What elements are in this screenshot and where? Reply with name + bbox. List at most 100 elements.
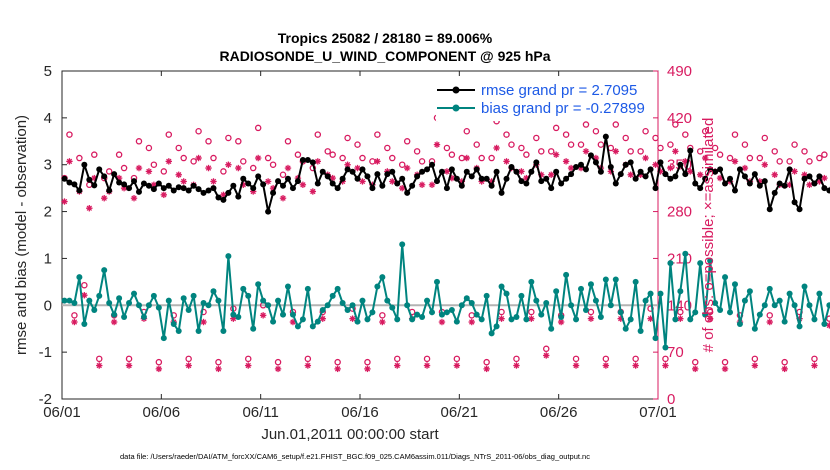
assimilated-obs-point: [379, 318, 386, 326]
assimilated-obs-point: [279, 194, 287, 202]
bias-series-point: [607, 302, 614, 309]
assimilated-obs-point: [155, 365, 163, 373]
possible-obs-point: [443, 144, 451, 152]
bias-series-point: [662, 344, 669, 351]
rmse-series-point: [101, 173, 108, 180]
assimilated-obs-point: [781, 365, 788, 373]
bias-series-point: [687, 316, 694, 323]
bias-series-point: [250, 325, 257, 332]
possible-obs-point: [165, 131, 173, 138]
rmse-series-point: [617, 171, 624, 178]
bias-series-point: [81, 321, 88, 328]
assimilated-obs-point: [513, 362, 520, 369]
assimilated-obs-point: [667, 164, 674, 172]
possible-obs-point: [473, 141, 480, 148]
bias-series-point: [419, 314, 426, 320]
bias-series-point: [319, 306, 326, 313]
assimilated-obs-point: [309, 188, 317, 195]
possible-obs-point: [81, 281, 88, 289]
bias-series-point: [756, 311, 763, 318]
assimilated-obs-point: [135, 164, 143, 172]
possible-obs-point: [572, 355, 580, 363]
possible-obs-point: [71, 312, 78, 319]
possible-obs-point: [587, 308, 595, 316]
rmse-series-point: [672, 173, 679, 180]
rmse-series-point: [811, 180, 818, 187]
possible-obs-point: [403, 138, 411, 145]
rmse-series-point: [433, 178, 440, 185]
rmse-series-point: [578, 161, 585, 168]
possible-obs-point: [423, 355, 431, 363]
possible-obs-point: [145, 144, 153, 152]
possible-obs-point: [96, 355, 103, 363]
possible-obs-point: [76, 154, 83, 162]
bias-series-point: [116, 295, 123, 302]
y-tick-label: 2: [44, 204, 52, 221]
possible-obs-point: [329, 151, 336, 158]
bias-series-point: [344, 306, 351, 313]
bias-series-point: [821, 321, 828, 328]
rmse-series-point: [513, 168, 520, 175]
assimilated-obs-point: [697, 171, 704, 178]
rmse-series-point: [573, 164, 580, 171]
bias-series-point: [404, 302, 411, 309]
bias-series-point: [86, 297, 93, 304]
bias-series-point: [255, 281, 262, 288]
bias-series-point: [309, 323, 316, 330]
bias-series-point: [409, 316, 416, 323]
bias-series-point: [657, 290, 664, 297]
possible-obs-point: [602, 355, 610, 363]
rmse-series-point: [682, 171, 689, 178]
assimilated-obs-point: [552, 151, 560, 158]
bias-series-point: [384, 297, 391, 304]
bias-series-point: [121, 314, 128, 320]
bias-series-point: [265, 302, 272, 309]
bias-series-point: [280, 311, 287, 318]
possible-obs-point: [528, 308, 535, 316]
possible-obs-point: [547, 148, 555, 155]
rmse-series-point: [170, 187, 177, 194]
assimilated-obs-point: [771, 171, 778, 178]
possible-obs-point: [254, 124, 262, 132]
bias-series-point: [776, 297, 783, 304]
rmse-series-point: [165, 182, 172, 189]
y-tick-label: -1: [39, 344, 52, 361]
rmse-series-point: [334, 185, 341, 192]
rmse-series-point: [299, 157, 306, 164]
assimilated-obs-point: [731, 158, 739, 165]
bias-series-point: [364, 316, 371, 323]
rmse-series-point: [180, 185, 187, 192]
possible-obs-point: [240, 158, 247, 165]
possible-obs-point: [135, 138, 143, 145]
rmse-series-point: [359, 166, 366, 173]
rmse-series-point: [796, 206, 803, 213]
bias-series-point: [354, 318, 361, 325]
bias-series-point: [294, 323, 301, 330]
rmse-series-point: [652, 185, 659, 192]
bias-series-point: [284, 283, 291, 290]
assimilated-obs-point: [359, 178, 366, 185]
possible-obs-point: [190, 158, 197, 165]
bias-series-point: [528, 278, 535, 285]
assimilated-obs-point: [632, 362, 639, 369]
assimilated-obs-point: [205, 164, 212, 172]
possible-obs-point: [756, 154, 764, 162]
assimilated-obs-point: [498, 315, 505, 322]
assimilated-obs-point: [200, 318, 207, 326]
possible-obs-point: [552, 124, 560, 132]
y2-tick-label: 490: [667, 63, 692, 80]
y2-tick-label: 0: [667, 391, 675, 408]
possible-obs-point: [185, 355, 192, 363]
assimilated-obs-point: [185, 362, 192, 369]
bias-series-point: [612, 276, 619, 283]
bias-series-point: [448, 306, 455, 313]
rmse-series-point: [314, 180, 321, 187]
bias-series-point: [717, 306, 724, 313]
rmse-series-point: [220, 196, 227, 203]
possible-obs-point: [716, 151, 724, 158]
possible-obs-point: [389, 154, 396, 162]
rmse-series-point: [394, 180, 401, 187]
rmse-series-point: [215, 194, 222, 201]
bias-series-point: [523, 316, 530, 323]
possible-obs-point: [821, 151, 828, 158]
